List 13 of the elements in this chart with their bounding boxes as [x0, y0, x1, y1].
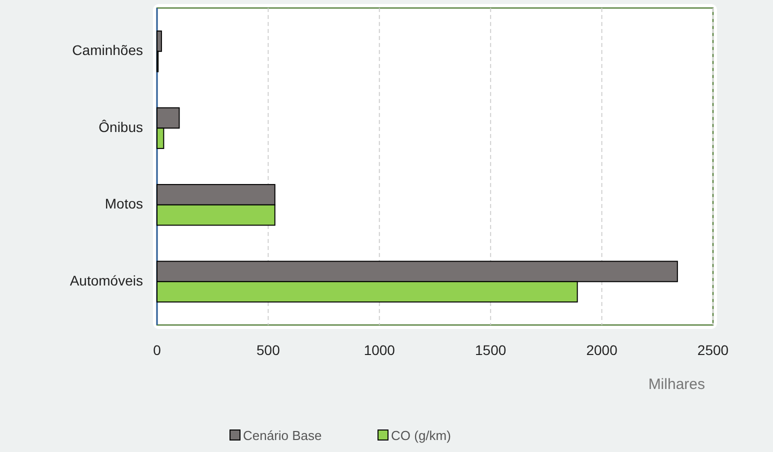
x-axis-title: Milhares — [648, 376, 705, 393]
y-tick-label: Caminhões — [72, 42, 143, 58]
x-tick-label: 1000 — [364, 342, 396, 358]
legend-label: CO (g/km) — [391, 428, 451, 443]
x-tick-label: 2000 — [586, 342, 618, 358]
legend-label: Cenário Base — [243, 428, 322, 443]
x-tick-label: 500 — [256, 342, 280, 358]
y-tick-label: Ônibus — [98, 118, 143, 135]
x-tick-label: 2500 — [697, 342, 729, 358]
x-tick-label: 1500 — [475, 342, 506, 358]
x-tick-label: 0 — [153, 342, 162, 358]
y-tick-label: Motos — [104, 196, 143, 212]
y-tick-label: Automóveis — [70, 272, 143, 288]
